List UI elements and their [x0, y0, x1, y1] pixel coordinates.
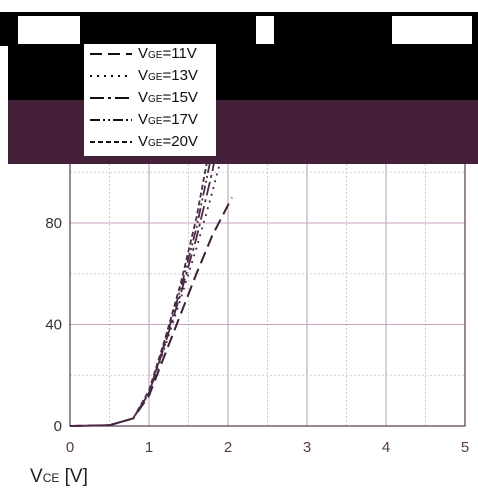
x-axis-title: VCE [V] — [30, 466, 88, 487]
series-line-1 — [69, 197, 233, 427]
legend-label: VGE=11V — [138, 45, 197, 62]
band-gap — [256, 16, 274, 44]
x-tick-label: 2 — [224, 439, 232, 456]
y-tick-label: 40 — [45, 317, 62, 334]
y-tick-label: 0 — [54, 418, 62, 435]
legend-label: VGE=20V — [138, 133, 198, 150]
x-tick-label: 5 — [461, 439, 469, 456]
band-gap — [392, 16, 472, 44]
x-tick-labels: 0 1 2 3 4 5 — [66, 439, 469, 456]
legend-swatch — [90, 53, 132, 55]
legend-label: VGE=13V — [138, 67, 198, 84]
legend-swatch — [90, 97, 132, 99]
band-gap — [18, 16, 80, 44]
legend-item: VGE=20V — [84, 132, 216, 152]
x-tick-label: 4 — [382, 439, 390, 456]
legend-item: VGE=15V — [84, 88, 216, 108]
y-tick-label: 80 — [45, 215, 62, 232]
legend-item: VGE=13V — [84, 66, 216, 86]
x-tick-label: 1 — [145, 439, 153, 456]
legend-swatch — [90, 141, 132, 143]
legend: VGE=11V VGE=13V VGE=15V VGE=17V VGE=20V — [84, 44, 216, 156]
legend-item: VGE=11V — [84, 44, 216, 64]
purple-band — [8, 100, 478, 164]
x-tick-label: 0 — [66, 439, 74, 456]
dark-band-middle — [8, 46, 478, 100]
legend-swatch — [90, 75, 132, 77]
legend-item: VGE=17V — [84, 110, 216, 130]
legend-swatch — [90, 119, 132, 121]
x-tick-label: 3 — [303, 439, 311, 456]
legend-label: VGE=17V — [138, 111, 198, 128]
legend-label: VGE=15V — [138, 89, 198, 106]
